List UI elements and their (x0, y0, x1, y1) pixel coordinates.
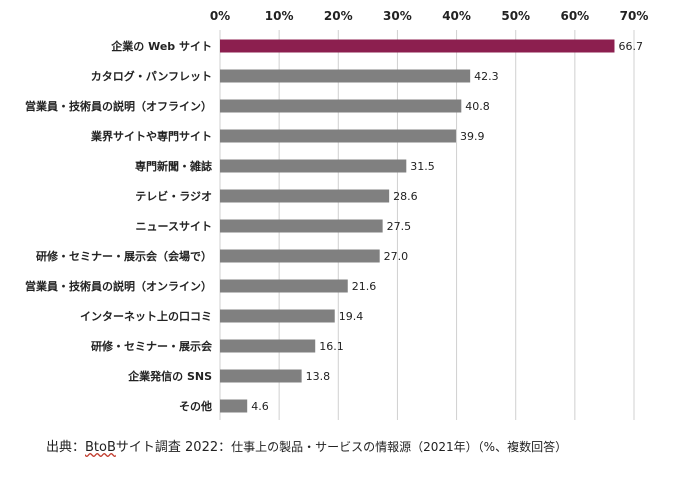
bar-chart-svg: 0% 10% 20% 30% 40% 50% 60% 70% 企業の Web サイトカタログ・… (25, 9, 649, 420)
data-label: 27.5 (387, 220, 412, 233)
x-tick-label: 0% (210, 9, 230, 23)
source-description: 仕事上の製品・サービスの情報源（2021年）（%、複数回答） (231, 440, 568, 454)
data-labels: 66.7 42.3 40.8 39.9 31.5 28.6 27.5 27.0 21.6 19.4… (251, 40, 643, 413)
bar-chart: 0% 10% 20% 30% 40% 50% 60% 70% 企業の Web サイトカタログ・… (25, 9, 649, 420)
category-label: ニュースサイト (136, 220, 212, 233)
x-tick-label: 70% (620, 9, 649, 23)
bar (220, 129, 456, 143)
category-label: 専門新聞・雑誌 (135, 159, 212, 173)
bar (220, 369, 302, 383)
category-label: その他 (179, 399, 212, 413)
category-label: カタログ・パンフレット (91, 69, 212, 83)
x-tick-label: 60% (560, 9, 589, 23)
data-label: 21.6 (352, 280, 377, 293)
bar (220, 99, 462, 113)
bar (220, 189, 390, 203)
bar (220, 159, 407, 173)
category-label: 営業員・技術員の説明（オフライン） (25, 99, 212, 113)
bars (220, 39, 615, 413)
x-tick-label: 20% (324, 9, 353, 23)
category-label: 研修・セミナー・展示会 (91, 339, 213, 353)
x-tick-label: 30% (383, 9, 412, 23)
data-label: 40.8 (465, 100, 490, 113)
bar (220, 399, 248, 413)
bar (220, 69, 471, 83)
x-tick-label: 50% (501, 9, 530, 23)
data-label: 66.7 (618, 40, 643, 53)
bar (220, 39, 615, 53)
category-label: 業界サイトや専門サイト (90, 129, 212, 143)
bar (220, 309, 335, 323)
source-title: サイト調査 2022： (115, 440, 232, 455)
source-caption: 出典：BtoBサイト調査 2022：仕事上の製品・サービスの情報源（2021年）… (46, 436, 696, 455)
category-label: 営業員・技術員の説明（オンライン） (25, 279, 212, 293)
bar (220, 279, 348, 293)
x-tick-label: 10% (265, 9, 294, 23)
bar (220, 339, 316, 353)
category-label: 企業の Web サイト (110, 39, 212, 53)
category-label: インターネット上の口コミ (80, 309, 212, 323)
data-label: 28.6 (393, 190, 418, 203)
category-label: 企業発信の SNS (127, 369, 212, 383)
source-prefix: 出典： (46, 440, 86, 455)
data-label: 16.1 (319, 340, 344, 353)
category-label: テレビ・ラジオ (135, 189, 212, 203)
data-label: 42.3 (474, 70, 499, 83)
category-label: 研修・セミナー・展示会（会場で） (36, 249, 212, 263)
x-tick-label: 40% (442, 9, 471, 23)
data-label: 27.0 (384, 250, 409, 263)
data-label: 19.4 (339, 310, 364, 323)
data-label: 13.8 (306, 370, 331, 383)
bar (220, 249, 380, 263)
x-axis-ticks: 0% 10% 20% 30% 40% 50% 60% 70% (210, 9, 649, 23)
data-label: 4.6 (251, 400, 269, 413)
data-label: 39.9 (460, 130, 485, 143)
bar (220, 219, 383, 233)
source-brand: BtoB (85, 440, 116, 455)
data-label: 31.5 (410, 160, 435, 173)
